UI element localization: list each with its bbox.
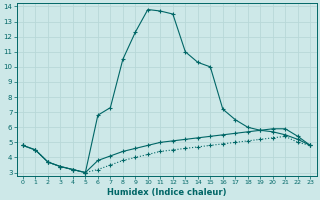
X-axis label: Humidex (Indice chaleur): Humidex (Indice chaleur) (107, 188, 226, 197)
